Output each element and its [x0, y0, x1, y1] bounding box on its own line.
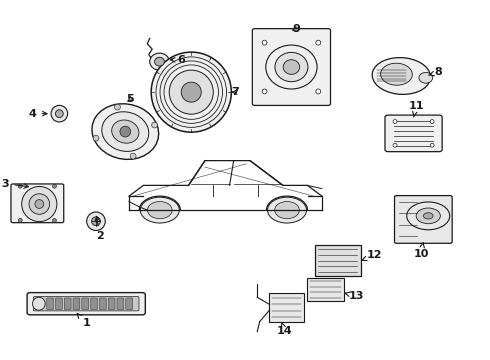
FancyBboxPatch shape	[47, 298, 53, 310]
Text: 7: 7	[231, 87, 239, 97]
Ellipse shape	[147, 202, 172, 219]
Ellipse shape	[416, 208, 441, 224]
Ellipse shape	[381, 63, 412, 85]
Ellipse shape	[316, 40, 321, 45]
Ellipse shape	[393, 120, 397, 123]
Text: 1: 1	[77, 314, 90, 328]
Ellipse shape	[115, 104, 121, 110]
FancyBboxPatch shape	[108, 298, 115, 310]
Ellipse shape	[130, 153, 136, 159]
Ellipse shape	[275, 53, 308, 82]
FancyBboxPatch shape	[11, 184, 64, 223]
Text: 9: 9	[293, 24, 300, 35]
Text: 2: 2	[95, 216, 104, 241]
Ellipse shape	[52, 219, 56, 222]
FancyBboxPatch shape	[117, 298, 124, 310]
Ellipse shape	[151, 52, 231, 132]
FancyBboxPatch shape	[55, 298, 62, 310]
Ellipse shape	[29, 194, 49, 214]
Ellipse shape	[120, 126, 131, 137]
FancyBboxPatch shape	[91, 298, 98, 310]
Ellipse shape	[181, 82, 201, 102]
Ellipse shape	[35, 200, 44, 208]
Ellipse shape	[262, 89, 267, 94]
Ellipse shape	[92, 217, 100, 226]
Text: 6: 6	[171, 55, 185, 65]
Ellipse shape	[169, 70, 213, 114]
Ellipse shape	[18, 184, 22, 188]
Ellipse shape	[87, 212, 105, 230]
FancyBboxPatch shape	[126, 298, 133, 310]
Ellipse shape	[283, 60, 300, 75]
FancyBboxPatch shape	[33, 297, 139, 311]
Ellipse shape	[275, 202, 299, 219]
Text: 3: 3	[2, 179, 28, 189]
Ellipse shape	[316, 89, 321, 94]
Ellipse shape	[151, 122, 157, 128]
Ellipse shape	[52, 184, 56, 188]
Bar	[307, 278, 344, 301]
Ellipse shape	[372, 58, 431, 94]
Text: 11: 11	[408, 102, 424, 117]
Text: 8: 8	[429, 67, 442, 77]
Ellipse shape	[155, 57, 164, 66]
FancyBboxPatch shape	[64, 298, 71, 310]
FancyBboxPatch shape	[73, 298, 80, 310]
FancyBboxPatch shape	[82, 298, 89, 310]
Text: 5: 5	[126, 94, 134, 104]
Ellipse shape	[150, 53, 169, 70]
FancyBboxPatch shape	[385, 115, 442, 152]
Ellipse shape	[262, 40, 267, 45]
Ellipse shape	[140, 197, 179, 223]
Ellipse shape	[419, 72, 433, 83]
Text: 13: 13	[345, 291, 364, 301]
FancyBboxPatch shape	[394, 195, 452, 243]
Ellipse shape	[112, 120, 139, 143]
Ellipse shape	[430, 143, 434, 147]
FancyBboxPatch shape	[252, 29, 331, 105]
FancyBboxPatch shape	[99, 298, 106, 310]
Ellipse shape	[32, 297, 45, 310]
Ellipse shape	[55, 110, 63, 118]
Text: 12: 12	[361, 250, 382, 261]
Text: 4: 4	[28, 109, 47, 119]
Text: 14: 14	[276, 323, 292, 336]
Ellipse shape	[93, 135, 99, 141]
Ellipse shape	[430, 120, 434, 123]
Ellipse shape	[102, 112, 149, 152]
FancyBboxPatch shape	[27, 293, 146, 315]
Ellipse shape	[51, 105, 68, 122]
Bar	[270, 293, 304, 321]
Ellipse shape	[393, 143, 397, 147]
Ellipse shape	[18, 219, 22, 222]
Ellipse shape	[22, 186, 57, 222]
Bar	[315, 246, 361, 276]
Ellipse shape	[92, 104, 159, 159]
Ellipse shape	[268, 197, 307, 223]
Text: 10: 10	[413, 243, 429, 258]
Ellipse shape	[423, 213, 433, 219]
